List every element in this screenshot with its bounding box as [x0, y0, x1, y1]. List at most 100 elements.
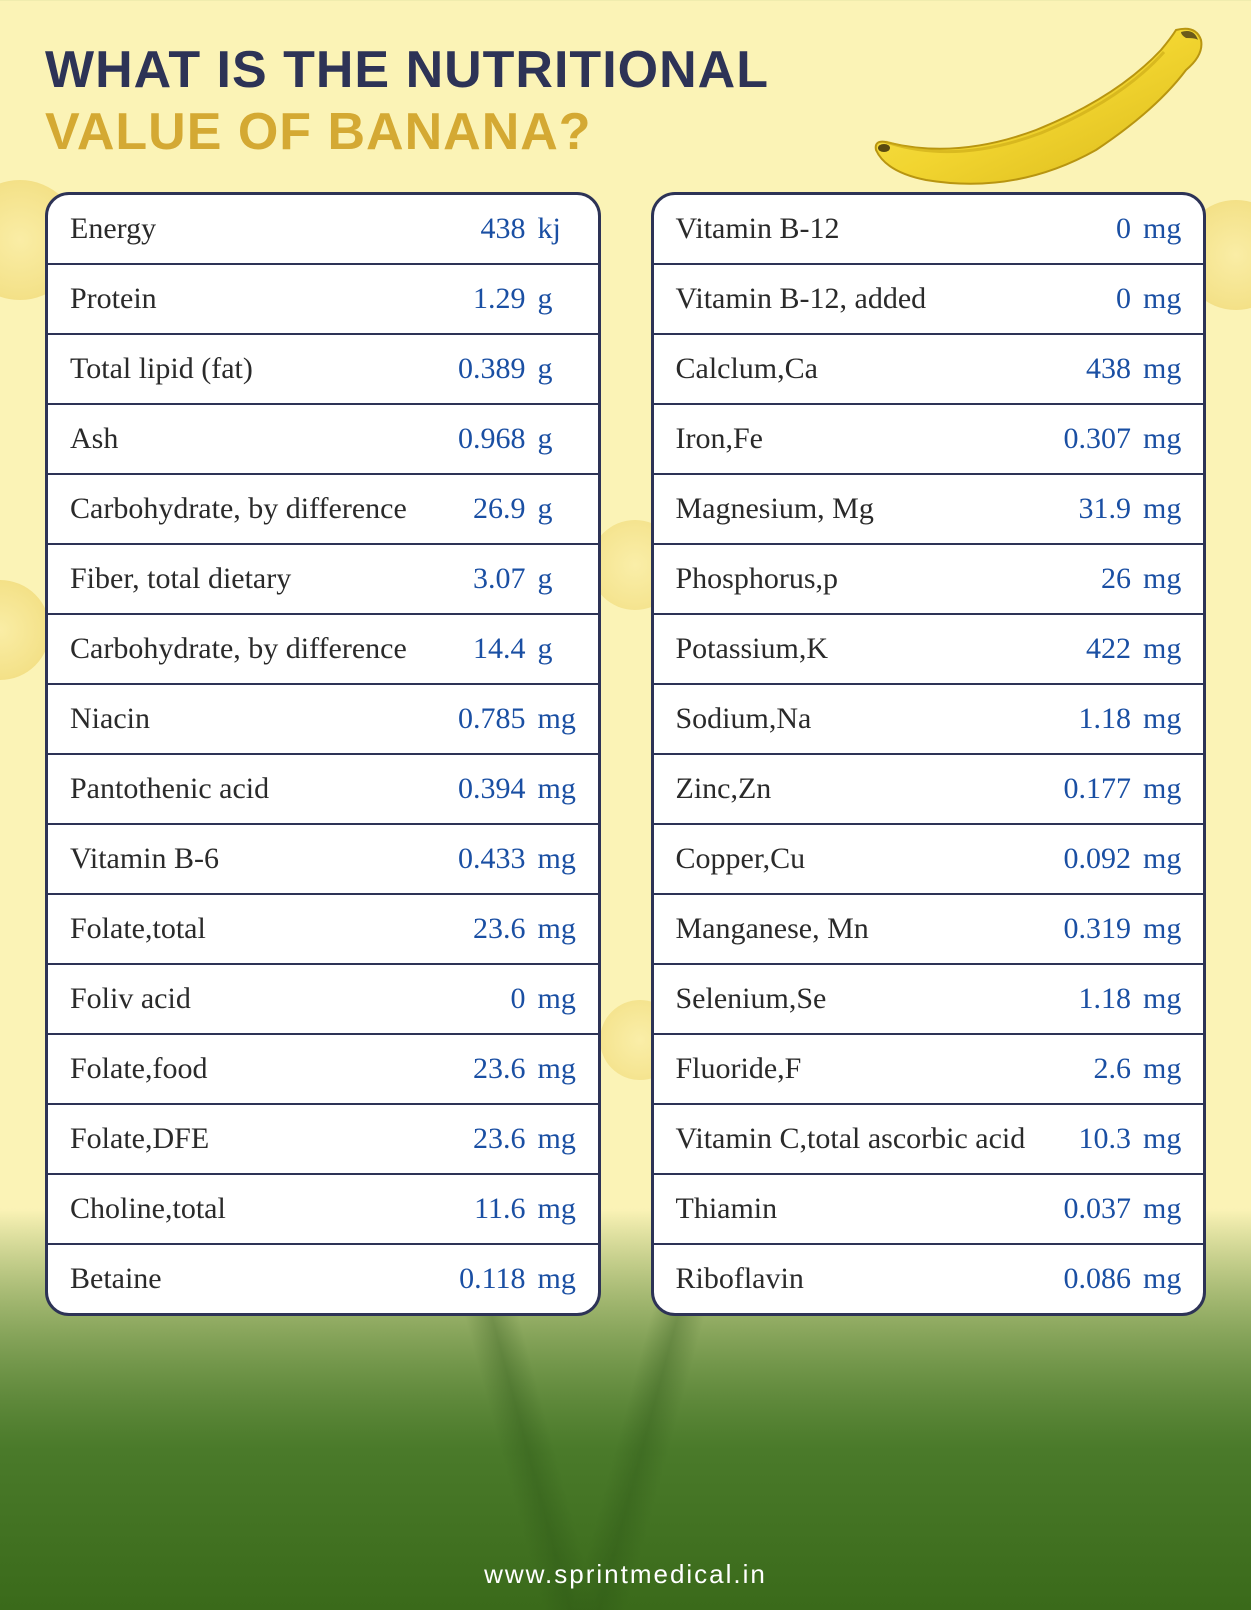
nutrient-value: 0 — [1041, 212, 1131, 246]
nutrient-unit: mg — [1131, 212, 1181, 246]
table-row: Selenium,Se1.18mg — [654, 965, 1204, 1035]
nutrient-unit: mg — [526, 1052, 576, 1086]
table-row: Manganese, Mn0.319mg — [654, 895, 1204, 965]
nutrient-name: Potassium,K — [676, 631, 1042, 667]
table-row: Vitamin B-120mg — [654, 195, 1204, 265]
table-row: Folate,DFE23.6mg — [48, 1105, 598, 1175]
table-row: Betaine0.118mg — [48, 1245, 598, 1313]
table-row: Niacin0.785mg — [48, 685, 598, 755]
table-row: Thiamin0.037mg — [654, 1175, 1204, 1245]
table-row: Fiber, total dietary3.07g — [48, 545, 598, 615]
nutrient-unit: mg — [1131, 632, 1181, 666]
nutrient-value: 23.6 — [436, 1052, 526, 1086]
nutrient-unit: mg — [1131, 422, 1181, 456]
nutrient-unit: g — [526, 632, 576, 666]
nutrient-value: 23.6 — [436, 912, 526, 946]
nutrient-unit: mg — [1131, 1262, 1181, 1296]
nutrient-unit: mg — [1131, 912, 1181, 946]
nutrient-value: 23.6 — [436, 1122, 526, 1156]
nutrient-unit: mg — [1131, 702, 1181, 736]
table-row: Zinc,Zn0.177mg — [654, 755, 1204, 825]
nutrient-value: 31.9 — [1041, 492, 1131, 526]
nutrient-unit: mg — [526, 702, 576, 736]
nutrient-name: Total lipid (fat) — [70, 351, 436, 387]
nutrient-name: Iron,Fe — [676, 421, 1042, 457]
table-row: Foliv acid0mg — [48, 965, 598, 1035]
nutrient-value: 0.086 — [1041, 1262, 1131, 1296]
nutrient-unit: g — [526, 352, 576, 386]
table-row: Folate,total23.6mg — [48, 895, 598, 965]
table-row: Vitamin C,total ascorbic acid10.3mg — [654, 1105, 1204, 1175]
nutrient-unit: mg — [1131, 772, 1181, 806]
nutrient-unit: mg — [526, 772, 576, 806]
nutrient-name: Energy — [70, 211, 436, 247]
nutrient-name: Foliv acid — [70, 981, 436, 1017]
nutrient-value: 11.6 — [436, 1192, 526, 1226]
nutrient-name: Betaine — [70, 1261, 436, 1297]
nutrient-name: Calclum,Ca — [676, 351, 1042, 387]
table-row: Folate,food23.6mg — [48, 1035, 598, 1105]
nutrient-name: Pantothenic acid — [70, 771, 436, 807]
nutrient-value: 3.07 — [436, 562, 526, 596]
table-row: Vitamin B-60.433mg — [48, 825, 598, 895]
nutrient-unit: mg — [1131, 842, 1181, 876]
nutrient-name: Copper,Cu — [676, 841, 1042, 877]
nutrition-table-left: Energy438kjProtein1.29gTotal lipid (fat)… — [45, 192, 601, 1316]
nutrient-unit: g — [526, 562, 576, 596]
nutrient-unit: mg — [526, 1122, 576, 1156]
table-row: Ash0.968g — [48, 405, 598, 475]
nutrient-value: 0 — [1041, 282, 1131, 316]
nutrient-unit: mg — [1131, 1052, 1181, 1086]
nutrient-value: 0.177 — [1041, 772, 1131, 806]
nutrient-unit: mg — [526, 842, 576, 876]
nutrient-name: Vitamin B-12, added — [676, 281, 1042, 317]
nutrient-value: 0.092 — [1041, 842, 1131, 876]
nutrient-unit: kj — [526, 212, 576, 246]
nutrient-value: 1.18 — [1041, 702, 1131, 736]
nutrition-table-right: Vitamin B-120mgVitamin B-12, added0mgCal… — [651, 192, 1207, 1316]
nutrient-unit: mg — [526, 912, 576, 946]
nutrient-value: 0.968 — [436, 422, 526, 456]
table-row: Vitamin B-12, added0mg — [654, 265, 1204, 335]
nutrient-name: Folate,DFE — [70, 1121, 436, 1157]
table-row: Riboflavin0.086mg — [654, 1245, 1204, 1313]
table-row: Copper,Cu0.092mg — [654, 825, 1204, 895]
nutrient-name: Vitamin B-12 — [676, 211, 1042, 247]
nutrient-unit: g — [526, 422, 576, 456]
table-row: Magnesium, Mg31.9mg — [654, 475, 1204, 545]
nutrient-name: Choline,total — [70, 1191, 436, 1227]
table-row: Energy438kj — [48, 195, 598, 265]
nutrient-value: 14.4 — [436, 632, 526, 666]
nutrient-unit: mg — [1131, 492, 1181, 526]
nutrient-value: 0.037 — [1041, 1192, 1131, 1226]
nutrient-name: Folate,food — [70, 1051, 436, 1087]
nutrient-unit: mg — [1131, 282, 1181, 316]
nutrient-name: Fluoride,F — [676, 1051, 1042, 1087]
nutrient-name: Niacin — [70, 701, 436, 737]
nutrient-unit: g — [526, 282, 576, 316]
nutrient-name: Magnesium, Mg — [676, 491, 1042, 527]
nutrient-unit: mg — [1131, 562, 1181, 596]
nutrient-value: 10.3 — [1041, 1122, 1131, 1156]
nutrition-tables: Energy438kjProtein1.29gTotal lipid (fat)… — [45, 192, 1206, 1316]
table-row: Choline,total11.6mg — [48, 1175, 598, 1245]
nutrient-value: 0.118 — [436, 1262, 526, 1296]
nutrient-name: Ash — [70, 421, 436, 457]
nutrient-value: 0.433 — [436, 842, 526, 876]
title-block: WHAT IS THE NUTRITIONAL VALUE OF BANANA? — [45, 40, 1206, 162]
table-row: Sodium,Na1.18mg — [654, 685, 1204, 755]
nutrient-value: 26 — [1041, 562, 1131, 596]
nutrient-value: 2.6 — [1041, 1052, 1131, 1086]
table-row: Potassium,K422mg — [654, 615, 1204, 685]
nutrient-value: 422 — [1041, 632, 1131, 666]
table-row: Phosphorus,p26mg — [654, 545, 1204, 615]
nutrient-name: Thiamin — [676, 1191, 1042, 1227]
nutrient-value: 438 — [1041, 352, 1131, 386]
table-row: Total lipid (fat)0.389g — [48, 335, 598, 405]
table-row: Calclum,Ca438mg — [654, 335, 1204, 405]
nutrient-unit: g — [526, 492, 576, 526]
table-row: Carbohydrate, by difference14.4g — [48, 615, 598, 685]
nutrient-unit: mg — [1131, 982, 1181, 1016]
nutrient-value: 0.319 — [1041, 912, 1131, 946]
nutrient-unit: mg — [526, 982, 576, 1016]
